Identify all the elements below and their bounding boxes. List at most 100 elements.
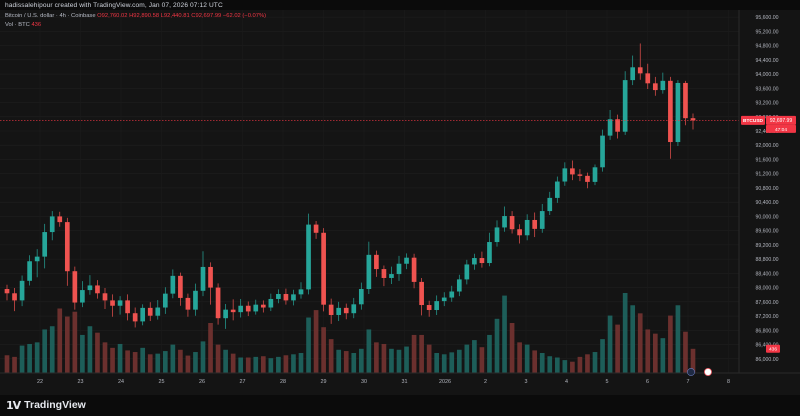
candle — [668, 76, 673, 159]
candle — [630, 55, 636, 86]
candle — [570, 160, 575, 181]
candle — [49, 211, 55, 241]
time-tick-label: 4 — [565, 379, 568, 385]
volume-bar — [539, 353, 545, 373]
candle-body — [381, 269, 387, 278]
volume-bar — [12, 356, 17, 373]
volume-bar — [208, 323, 213, 373]
price-tick-label: 91,200.00 — [755, 172, 778, 178]
volume-bar — [600, 339, 605, 373]
candle — [215, 283, 221, 325]
candle-body — [208, 266, 213, 288]
volume-bar — [57, 308, 63, 373]
volume-bar — [321, 327, 326, 373]
candle-body — [577, 174, 583, 176]
candle — [464, 259, 470, 285]
candle — [238, 298, 244, 318]
price-tick-label: 93,600.00 — [755, 86, 778, 92]
volume-label: Vol · BTC — [5, 22, 30, 28]
volume-bar — [200, 341, 206, 373]
candle-body — [102, 293, 108, 301]
footer-bar — [0, 395, 800, 416]
candle — [472, 253, 477, 270]
tradingview-logo-icon: 𝟭𝗩 — [6, 398, 21, 412]
candle — [34, 249, 40, 278]
volume-bar — [645, 329, 651, 373]
candle — [328, 298, 334, 324]
candle-body — [147, 307, 153, 316]
candle-body — [4, 289, 10, 294]
volume-bars — [4, 293, 696, 373]
candle — [87, 275, 93, 295]
candle-body — [12, 293, 17, 301]
volume-bar — [487, 334, 492, 373]
candle — [622, 71, 628, 135]
candle-body — [419, 281, 424, 306]
candle-body — [645, 73, 651, 84]
tradingview-brand: TradingView — [24, 399, 86, 411]
symbol-title[interactable]: Bitcoin / U.S. dollar · 4h · Coinbase — [5, 13, 96, 19]
candle — [185, 293, 191, 317]
volume-bar — [328, 339, 334, 373]
volume-bar — [615, 324, 620, 373]
chart-canvas[interactable]: 95,600.00 95,200.00 94,800.00 94,400.00 94,0… — [0, 10, 800, 395]
volume-bar — [660, 338, 666, 373]
symbol-tag — [741, 115, 765, 125]
price-tick-label: 89,200.00 — [755, 243, 778, 249]
candle-body — [230, 309, 236, 313]
time-tick-label: 22 — [37, 379, 43, 385]
candle-body — [502, 216, 507, 228]
volume-bar — [494, 318, 500, 373]
price-tick-label: 91,600.00 — [755, 157, 778, 163]
candle-body — [539, 211, 545, 229]
candle — [366, 241, 372, 294]
time-tick-label: 25 — [159, 379, 165, 385]
candle-body — [298, 289, 304, 295]
candle-body — [449, 291, 455, 298]
candle-body — [434, 301, 440, 311]
candle-body — [637, 67, 643, 74]
candle — [660, 72, 666, 94]
candle-body — [276, 293, 281, 299]
time-tick-label: 23 — [78, 379, 84, 385]
time-tick-label: 26 — [199, 379, 205, 385]
candle — [645, 63, 651, 90]
candle — [147, 302, 153, 322]
candle — [57, 211, 63, 227]
ohlc-values: O92,760.02 H92,890.58 L92,440.81 C92,697… — [97, 13, 267, 19]
price-tick-label: 94,400.00 — [755, 58, 778, 64]
volume-bar — [230, 353, 236, 373]
candle-body — [351, 304, 357, 314]
candle-body — [343, 307, 349, 314]
candle-body — [600, 135, 605, 168]
volume-bar — [675, 305, 681, 373]
candle-body — [509, 216, 515, 230]
candle-body — [456, 279, 462, 292]
candle — [155, 300, 161, 320]
time-tick-label: 28 — [280, 379, 286, 385]
candle — [170, 269, 176, 299]
price-tick-label: 92,000.00 — [755, 143, 778, 149]
volume-bar — [27, 343, 32, 373]
candle — [487, 232, 492, 267]
candle — [27, 255, 32, 286]
candle — [268, 293, 274, 312]
candle-body — [268, 298, 274, 308]
candle — [615, 114, 620, 139]
volume-bar — [125, 350, 130, 373]
last-price-tag — [766, 115, 796, 125]
candle-body — [117, 300, 123, 306]
candle — [381, 265, 387, 287]
candle-body — [19, 280, 25, 301]
candle-body — [328, 304, 334, 315]
candle — [276, 289, 281, 304]
countdown-tag — [766, 124, 796, 133]
candle — [419, 277, 424, 316]
candle — [178, 272, 183, 306]
symbol-legend[interactable]: Bitcoin / U.S. dollar · 4h · Coinbase O9… — [5, 13, 266, 19]
candle-body — [64, 222, 70, 272]
volume-legend[interactable]: Vol · BTC 436 — [5, 22, 41, 28]
tradingview-logo[interactable]: 𝟭𝗩 TradingView — [6, 398, 86, 412]
volume-bar — [637, 313, 643, 373]
candle-body — [374, 254, 379, 270]
